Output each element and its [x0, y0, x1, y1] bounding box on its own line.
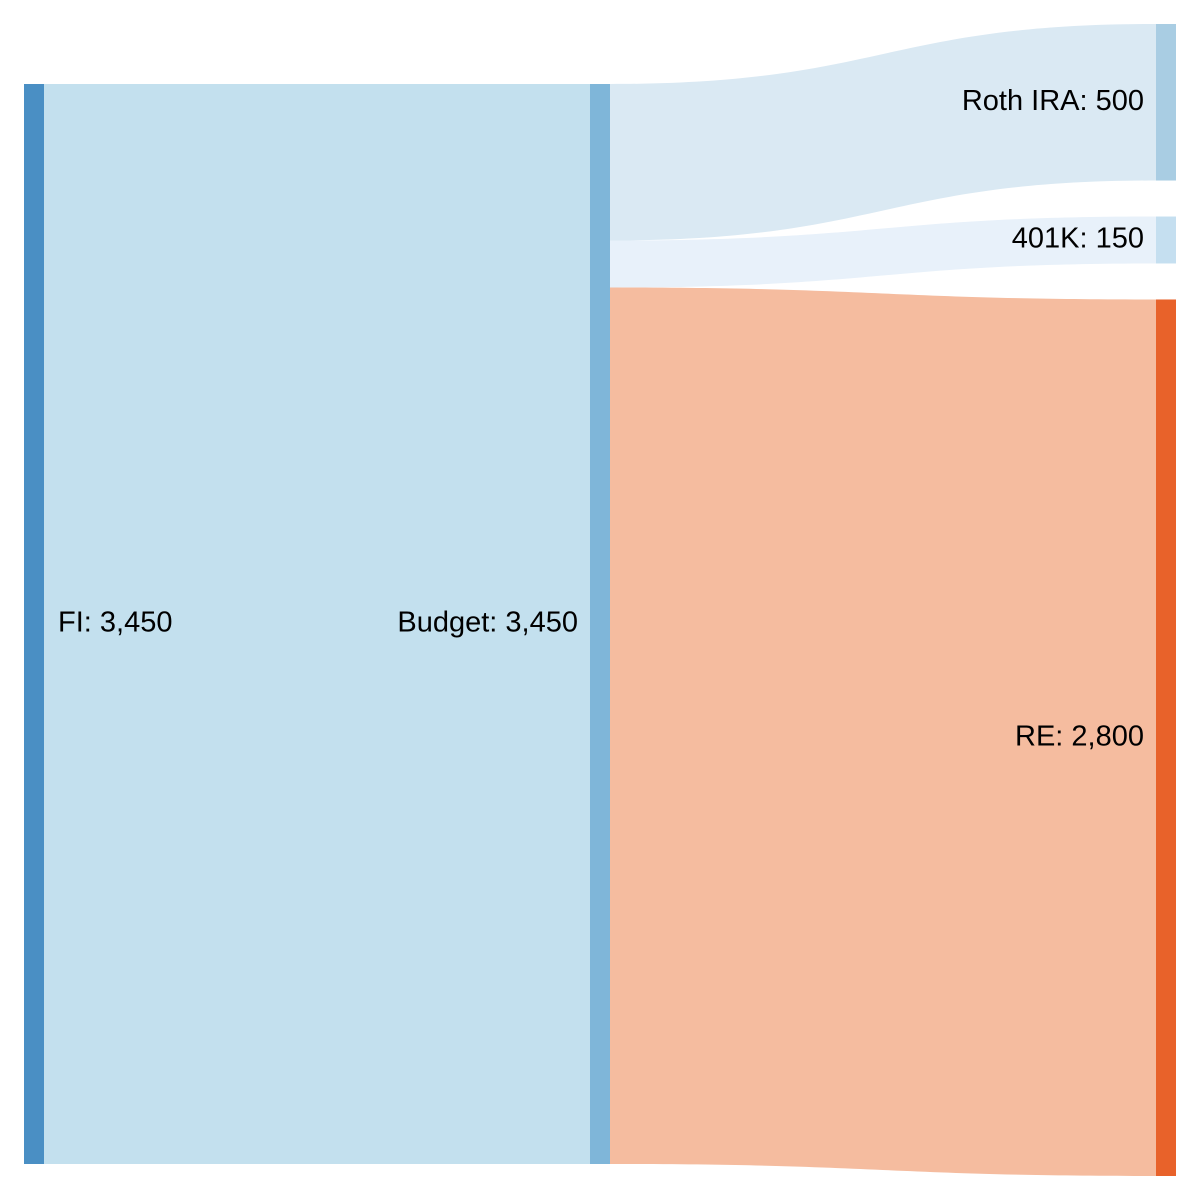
node-label-re: RE: 2,800 — [1015, 720, 1144, 752]
node-fi[interactable] — [24, 84, 44, 1164]
link-fi-to-budget[interactable] — [44, 84, 590, 1164]
node-label-k401: 401K: 150 — [1012, 223, 1144, 255]
node-re[interactable] — [1156, 299, 1176, 1176]
sankey-labels: FI: 3,450 Budget: 3,450 Roth IRA: 500 401K:… — [58, 85, 1144, 752]
sankey-links — [44, 24, 1156, 1176]
node-budget[interactable] — [590, 84, 610, 1164]
node-label-budget: Budget: 3,450 — [397, 607, 578, 639]
node-roth[interactable] — [1156, 24, 1176, 181]
node-label-fi: FI: 3,450 — [58, 607, 172, 639]
link-budget-to-roth[interactable] — [610, 24, 1156, 241]
node-label-roth: Roth IRA: 500 — [962, 85, 1144, 117]
node-k401[interactable] — [1156, 216, 1176, 264]
sankey-nodes — [24, 24, 1176, 1176]
link-budget-to-re[interactable] — [610, 287, 1156, 1176]
link-budget-to-k401[interactable] — [610, 216, 1156, 288]
